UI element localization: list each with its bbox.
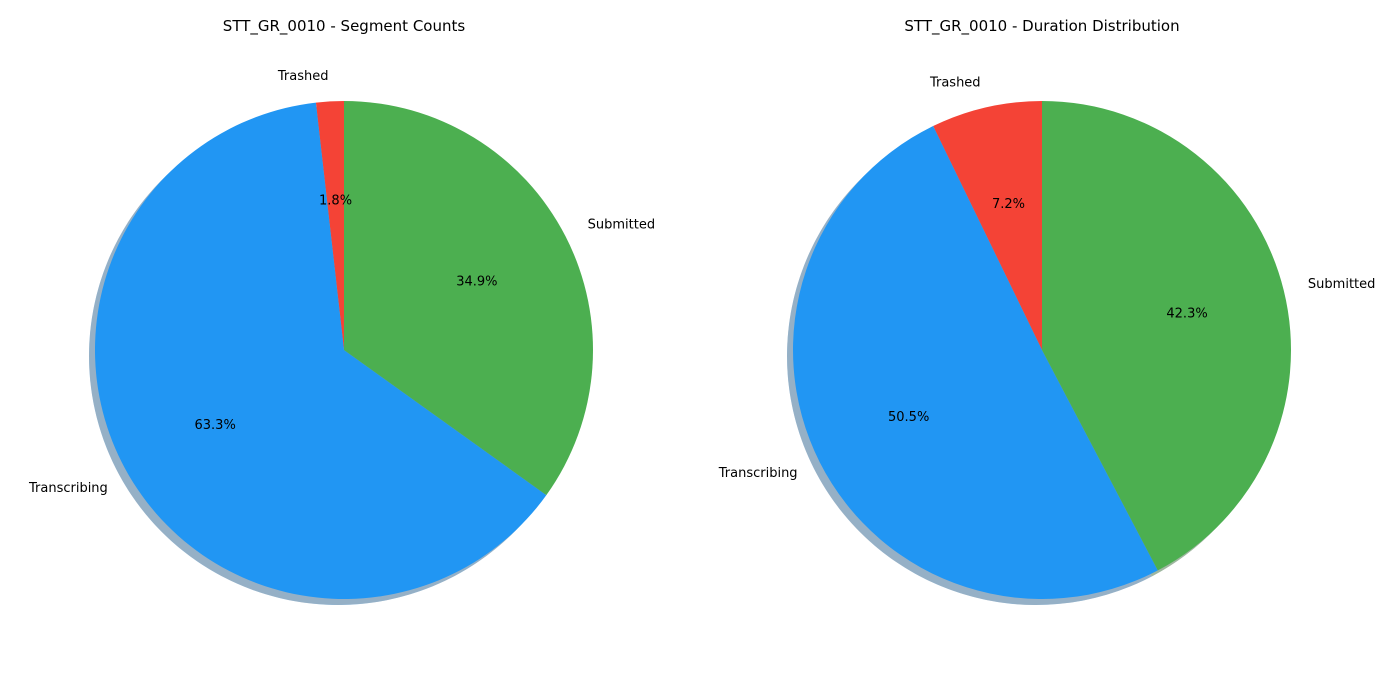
pie-slice-submitted — [1042, 101, 1291, 571]
pie-labels: Trashed 1.8% Transcribing 63.3% Submitted 34.… — [28, 69, 655, 496]
pct-label-submitted: 34.9% — [456, 274, 497, 289]
pie-slice-submitted — [344, 101, 593, 496]
chart-title: STT_GR_0010 - Duration Distribution — [904, 17, 1179, 36]
pie-slice-transcribing — [792, 126, 1158, 600]
pct-label-transcribing: 63.3% — [195, 418, 236, 433]
pct-label-trashed: 1.8% — [319, 193, 352, 208]
pie-chart-segment-counts: STT_GR_0010 - Segment Counts Trashed 1.8%… — [28, 17, 655, 605]
pct-label-submitted: 42.3% — [1166, 307, 1207, 322]
pie-slice-trashed — [315, 101, 344, 350]
slice-label-transcribing: Transcribing — [28, 481, 108, 496]
pct-label-transcribing: 50.5% — [888, 410, 929, 425]
pct-label-trashed: 7.2% — [992, 197, 1025, 212]
slice-label-trashed: Trashed — [929, 76, 981, 91]
slice-label-submitted: Submitted — [1308, 277, 1375, 292]
pie-chart-duration-distribution: STT_GR_0010 - Duration Distribution Tras… — [718, 17, 1376, 605]
slice-label-submitted: Submitted — [588, 217, 655, 232]
slice-label-transcribing: Transcribing — [718, 466, 798, 481]
slice-label-trashed: Trashed — [277, 69, 329, 84]
pie-slices — [94, 101, 593, 599]
pie-labels: Trashed 7.2% Transcribing 50.5% Submitted 42.… — [718, 76, 1376, 482]
chart-title: STT_GR_0010 - Segment Counts — [223, 17, 466, 36]
pie-slice-transcribing — [94, 102, 547, 599]
pie-slices — [792, 101, 1291, 600]
pie-slice-trashed — [933, 101, 1042, 350]
